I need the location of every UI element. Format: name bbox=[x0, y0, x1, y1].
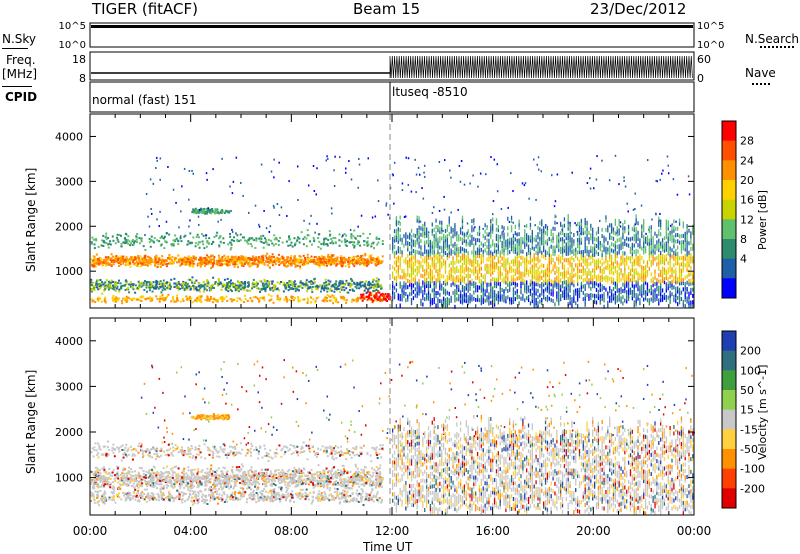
cbar-swatch bbox=[722, 350, 736, 371]
cbar-tick-label: -15 bbox=[740, 423, 758, 436]
velocity-colorbar: 200 100 50 15 -15 -50 -100 -200 bbox=[721, 330, 765, 509]
xtick-label: 00:00 bbox=[73, 524, 108, 538]
velocity-xticks bbox=[89, 318, 695, 515]
cbar-swatch bbox=[722, 219, 736, 240]
date-label: 23/Dec/2012 bbox=[590, 0, 687, 18]
cbar-swatch bbox=[722, 409, 736, 430]
cbar-swatch bbox=[722, 140, 736, 161]
nave-tick-top: 60 bbox=[697, 53, 711, 66]
power-yticks: 4000 3000 2000 1000 bbox=[55, 130, 694, 278]
cbar-swatch bbox=[722, 258, 736, 279]
cbar-tick-label: 24 bbox=[740, 154, 754, 167]
nave-tick-bottom: 0 bbox=[697, 72, 704, 85]
cbar-tick-label: 4 bbox=[740, 253, 747, 266]
freq-unit: [MHz] bbox=[2, 67, 38, 81]
nave-label: Nave bbox=[745, 66, 776, 80]
nsky-underline bbox=[2, 48, 28, 49]
cbar-tick-label: 28 bbox=[740, 135, 754, 148]
cbar-tick-label: 50 bbox=[740, 384, 754, 397]
nsearch-label: N.Search bbox=[745, 32, 800, 46]
nave-legend-dots bbox=[752, 83, 770, 85]
power-panel: 4000 3000 2000 1000 bbox=[55, 113, 695, 309]
nsky-tick-bottom: 10^0 bbox=[59, 40, 86, 51]
velocity-panel: 4000 3000 2000 1000 bbox=[55, 317, 695, 516]
cbar-tick-label: 20 bbox=[740, 174, 754, 187]
ytick-label: 3000 bbox=[55, 380, 83, 393]
cbar-swatch bbox=[722, 239, 736, 260]
x-tick-labels: 00:00 04:00 08:00 12:00 16:00 20:00 00:00 bbox=[73, 524, 712, 538]
cbar-swatch bbox=[722, 160, 736, 181]
ytick-label: 4000 bbox=[55, 335, 83, 348]
beam-label: Beam 15 bbox=[353, 0, 421, 18]
ytick-label: 2000 bbox=[55, 426, 83, 439]
nsky-panel: 10^5 10^0 10^5 10^0 bbox=[59, 21, 725, 51]
power-scatter bbox=[90, 154, 694, 309]
cbar-swatch bbox=[722, 199, 736, 220]
cbar-tick-label: 8 bbox=[740, 233, 747, 246]
nsky-tick-top: 10^5 bbox=[59, 21, 86, 32]
cbar-tick-label: -200 bbox=[740, 482, 765, 495]
cpid-line bbox=[2, 86, 32, 87]
cbar-swatch bbox=[722, 468, 736, 489]
freq-tick-bottom: 8 bbox=[79, 72, 86, 85]
cbar-swatch bbox=[722, 278, 736, 299]
velocity-yticks: 4000 3000 2000 1000 bbox=[55, 335, 694, 485]
cbar-tick-label: 100 bbox=[740, 364, 761, 377]
cbar-swatch bbox=[722, 331, 736, 352]
cbar-swatch bbox=[722, 390, 736, 411]
xtick-label: 08:00 bbox=[274, 524, 309, 538]
cbar-tick-label: 16 bbox=[740, 194, 754, 207]
xtick-label: 04:00 bbox=[173, 524, 208, 538]
cpid-mode-1: normal (fast) 151 bbox=[92, 93, 196, 107]
nsky-trace bbox=[91, 25, 693, 28]
nsearch-tick-top: 10^5 bbox=[697, 21, 724, 32]
ytick-label: 2000 bbox=[55, 220, 83, 233]
xtick-label: 16:00 bbox=[475, 524, 510, 538]
xtick-label: 12:00 bbox=[375, 524, 410, 538]
nave-trace bbox=[389, 55, 693, 79]
xtick-label: 00:00 bbox=[677, 524, 712, 538]
freq-label: Freq. bbox=[6, 53, 36, 67]
cpid-panel: normal (fast) 151 ltuseq -8510 bbox=[89, 81, 695, 113]
cbar-tick-label: -100 bbox=[740, 463, 765, 476]
xtick-label: 20:00 bbox=[576, 524, 611, 538]
nsearch-tick-bottom: 10^0 bbox=[697, 40, 724, 51]
ytick-label: 4000 bbox=[55, 130, 83, 143]
radar-title: TIGER (fitACF) bbox=[92, 0, 199, 18]
freq-tick-top: 18 bbox=[72, 53, 86, 66]
cbar-tick-label: -50 bbox=[740, 443, 758, 456]
cpid-label: CPID bbox=[5, 90, 38, 104]
ytick-label: 1000 bbox=[55, 472, 83, 485]
cbar-swatch bbox=[722, 180, 736, 201]
xaxis-label: Time UT bbox=[363, 540, 413, 554]
velocity-scatter bbox=[90, 359, 695, 516]
cbar-swatch bbox=[722, 370, 736, 391]
cbar-tick-label: 12 bbox=[740, 213, 754, 226]
nsky-label: N.Sky bbox=[2, 32, 37, 46]
power-xticks bbox=[89, 114, 695, 308]
freq-panel: 18 8 60 0 bbox=[72, 51, 711, 85]
power-colorbar: 28 24 20 16 12 8 4 bbox=[721, 120, 754, 299]
cpid-mode-2: ltuseq -8510 bbox=[392, 85, 468, 99]
ytick-label: 3000 bbox=[55, 175, 83, 188]
cbar-swatch bbox=[722, 488, 736, 509]
cbar-tick-label: 200 bbox=[740, 345, 761, 358]
cbar-tick-label: 15 bbox=[740, 404, 754, 417]
ytick-label: 1000 bbox=[55, 265, 83, 278]
nsearch-legend-dots bbox=[760, 46, 794, 48]
cbar-swatch bbox=[722, 121, 736, 142]
cbar-swatch bbox=[722, 449, 736, 470]
cbar-swatch bbox=[722, 429, 736, 450]
